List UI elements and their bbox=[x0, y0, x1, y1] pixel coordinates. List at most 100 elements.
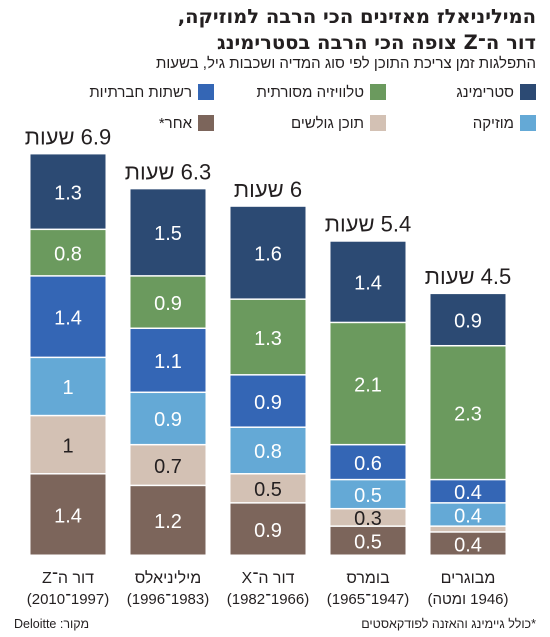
bar-segment-gamers bbox=[130, 445, 206, 485]
data-label-tv: 2.1 bbox=[354, 374, 382, 396]
legend-item-gamers: תוכן גולשים bbox=[291, 113, 386, 133]
data-label-tv: 1.3 bbox=[254, 328, 282, 350]
legend-label-social: רשתות חברתיות bbox=[89, 83, 192, 101]
total-label: 6.9 שעות bbox=[25, 124, 112, 149]
bar-segment-social bbox=[430, 480, 506, 503]
legend-item-tv: טלוויזיה מסורתית bbox=[257, 82, 386, 102]
bar-segment-gamers bbox=[230, 474, 306, 503]
legend-label-streaming: סטרימינג bbox=[456, 83, 514, 101]
data-label-streaming: 0.9 bbox=[454, 310, 482, 332]
bar-segment-gamers bbox=[30, 416, 106, 474]
data-label-gamers: 0.3 bbox=[354, 508, 382, 530]
bar-segment-social bbox=[30, 276, 106, 357]
bar-segment-music bbox=[130, 393, 206, 444]
category-label: מיליניאלס bbox=[135, 569, 202, 587]
data-label-social: 0.6 bbox=[354, 453, 382, 475]
bar-segment-gamers bbox=[430, 526, 506, 532]
category-years-label: (1966־1982) bbox=[227, 591, 310, 608]
bar-segment-other bbox=[330, 526, 406, 555]
chart-title-line-2: דור ה־Z צופה הכי הרבה בסטרימינג bbox=[216, 31, 536, 54]
bar-segment-other bbox=[430, 532, 506, 555]
data-label-social: 0.9 bbox=[254, 392, 282, 414]
bar-segment-other bbox=[230, 503, 306, 555]
bar-segment-tv bbox=[230, 299, 306, 375]
legend-swatch-music bbox=[520, 115, 536, 131]
legend-swatch-streaming bbox=[520, 84, 536, 100]
bar-segment-music bbox=[330, 480, 406, 508]
data-label-music: 0.9 bbox=[154, 409, 182, 431]
legend-swatch-tv bbox=[370, 84, 386, 100]
source-note: מקור: Deloitte bbox=[14, 617, 90, 631]
data-label-other: 1.2 bbox=[154, 511, 182, 533]
category-label: דור ה־X bbox=[242, 570, 295, 587]
data-label-other: 0.5 bbox=[354, 531, 382, 553]
bar-segment-tv bbox=[330, 323, 406, 444]
legend-label-other: אחר* bbox=[158, 114, 192, 132]
data-label-gamers: 1 bbox=[62, 435, 73, 457]
bar-segment-streaming bbox=[330, 241, 406, 322]
data-label-other: 1.4 bbox=[54, 505, 82, 527]
category-label: בומרס bbox=[346, 570, 390, 587]
data-label-social: 0.4 bbox=[454, 482, 482, 504]
bar-segment-tv bbox=[430, 346, 506, 479]
data-label-tv: 0.8 bbox=[54, 243, 82, 265]
legend-label-music: מוזיקה bbox=[472, 114, 514, 132]
bar-segment-tv bbox=[130, 276, 206, 328]
data-label-other: 0.4 bbox=[454, 534, 482, 556]
category-label: מבוגרים bbox=[441, 570, 496, 587]
data-label-gamers: 0.5 bbox=[254, 479, 282, 501]
category-years-label: (1997־2010) bbox=[27, 591, 110, 608]
total-label: 6 שעות bbox=[234, 177, 302, 202]
footnote: *כולל גיימינג והאזנה לפודקאסטים bbox=[361, 617, 536, 631]
data-label-other: 0.9 bbox=[254, 520, 282, 542]
bar-segment-tv bbox=[30, 230, 106, 276]
total-label: 4.5 שעות bbox=[425, 264, 512, 289]
data-label-streaming: 1.5 bbox=[154, 223, 182, 245]
bar-segment-streaming bbox=[130, 189, 206, 276]
legend-swatch-gamers bbox=[370, 115, 386, 131]
legend-item-music: מוזיקה bbox=[473, 113, 536, 133]
data-label-social: 1.1 bbox=[154, 351, 182, 373]
total-label: 5.4 שעות bbox=[325, 212, 412, 237]
legend-label-tv: טלוויזיה מסורתית bbox=[256, 83, 364, 101]
bar-segment-social bbox=[330, 445, 406, 479]
bar-segment-music bbox=[30, 358, 106, 415]
bar-segment-streaming bbox=[430, 294, 506, 345]
data-label-gamers: 0.7 bbox=[154, 456, 182, 478]
bar-segment-streaming bbox=[230, 206, 306, 299]
legend-item-other: אחר* bbox=[159, 113, 214, 133]
data-label-tv: 0.9 bbox=[154, 293, 182, 315]
bar-segment-other bbox=[30, 474, 106, 555]
chart-legend: סטרימינג טלוויזיה מסורתית רשתות חברתיות … bbox=[12, 80, 536, 140]
data-label-streaming: 1.4 bbox=[354, 272, 382, 294]
legend-swatch-other bbox=[198, 115, 214, 131]
data-label-streaming: 1.3 bbox=[54, 182, 82, 204]
data-label-music: 0.8 bbox=[254, 441, 282, 463]
bar-segment-social bbox=[230, 375, 306, 427]
legend-label-gamers: תוכן גולשים bbox=[291, 114, 364, 132]
data-label-music: 0.5 bbox=[354, 485, 382, 507]
bar-segment-music bbox=[430, 503, 506, 526]
bar-segment-other bbox=[130, 486, 206, 555]
data-label-music: 1 bbox=[62, 377, 73, 399]
chart-title: המיליניאלז מאזינים הכי הרבה למוזיקה, דור… bbox=[6, 4, 536, 56]
chart-subtitle: התפלגות זמן צריכת התוכן לפי סוג המדיה וש… bbox=[156, 55, 536, 72]
data-label-music: 0.4 bbox=[454, 505, 482, 527]
bar-segment-streaming bbox=[30, 154, 106, 229]
bar-segment-music bbox=[230, 427, 306, 474]
legend-swatch-social bbox=[198, 84, 214, 100]
category-years-label: (1946 ומטה) bbox=[427, 591, 508, 608]
legend-item-social: רשתות חברתיות bbox=[89, 82, 214, 102]
chart-title-line-1: המיליניאלז מאזינים הכי הרבה למוזיקה, bbox=[177, 5, 536, 28]
total-label: 6.3 שעות bbox=[125, 159, 212, 184]
bar-segment-gamers bbox=[330, 509, 406, 526]
category-label: דור ה־Z bbox=[42, 570, 94, 587]
data-label-tv: 2.3 bbox=[454, 403, 482, 425]
category-years-label: (1983־1996) bbox=[127, 591, 210, 608]
bar-segment-social bbox=[130, 329, 206, 392]
data-label-social: 1.4 bbox=[54, 307, 82, 329]
data-label-streaming: 1.6 bbox=[254, 243, 282, 265]
category-years-label: (1947־1965) bbox=[327, 591, 410, 608]
legend-item-streaming: סטרימינג bbox=[456, 82, 536, 102]
